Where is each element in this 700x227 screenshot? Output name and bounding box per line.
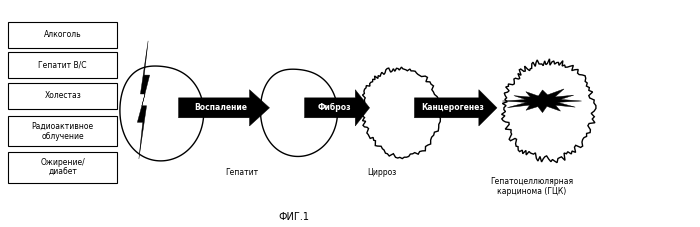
FancyBboxPatch shape	[8, 83, 117, 109]
FancyBboxPatch shape	[8, 22, 117, 48]
Text: Гепатит: Гепатит	[225, 168, 258, 177]
Text: Холестаз: Холестаз	[44, 91, 81, 100]
Polygon shape	[304, 90, 370, 126]
Polygon shape	[120, 66, 204, 161]
FancyBboxPatch shape	[8, 152, 117, 183]
Polygon shape	[503, 89, 582, 113]
Polygon shape	[260, 69, 337, 156]
Text: Гепатоцеллюлярная
карцинома (ГЦК): Гепатоцеллюлярная карцинома (ГЦК)	[491, 177, 573, 196]
Polygon shape	[137, 41, 150, 159]
Text: Алкоголь: Алкоголь	[44, 30, 81, 39]
Polygon shape	[361, 67, 441, 159]
FancyBboxPatch shape	[8, 116, 117, 146]
Polygon shape	[178, 90, 270, 126]
Text: Воспаление: Воспаление	[194, 103, 247, 112]
Text: Фиброз: Фиброз	[318, 103, 351, 112]
FancyBboxPatch shape	[8, 52, 117, 78]
Text: Канцерогенез: Канцерогенез	[421, 103, 484, 112]
Text: Гепатит В/С: Гепатит В/С	[38, 61, 87, 70]
Polygon shape	[501, 59, 596, 163]
Text: Радиоактивное
облучение: Радиоактивное облучение	[32, 121, 94, 141]
Text: Ожирение/
диабет: Ожирение/ диабет	[41, 158, 85, 177]
Text: Цирроз: Цирроз	[367, 168, 396, 177]
Polygon shape	[414, 90, 497, 126]
Text: ФИГ.1: ФИГ.1	[279, 212, 309, 222]
